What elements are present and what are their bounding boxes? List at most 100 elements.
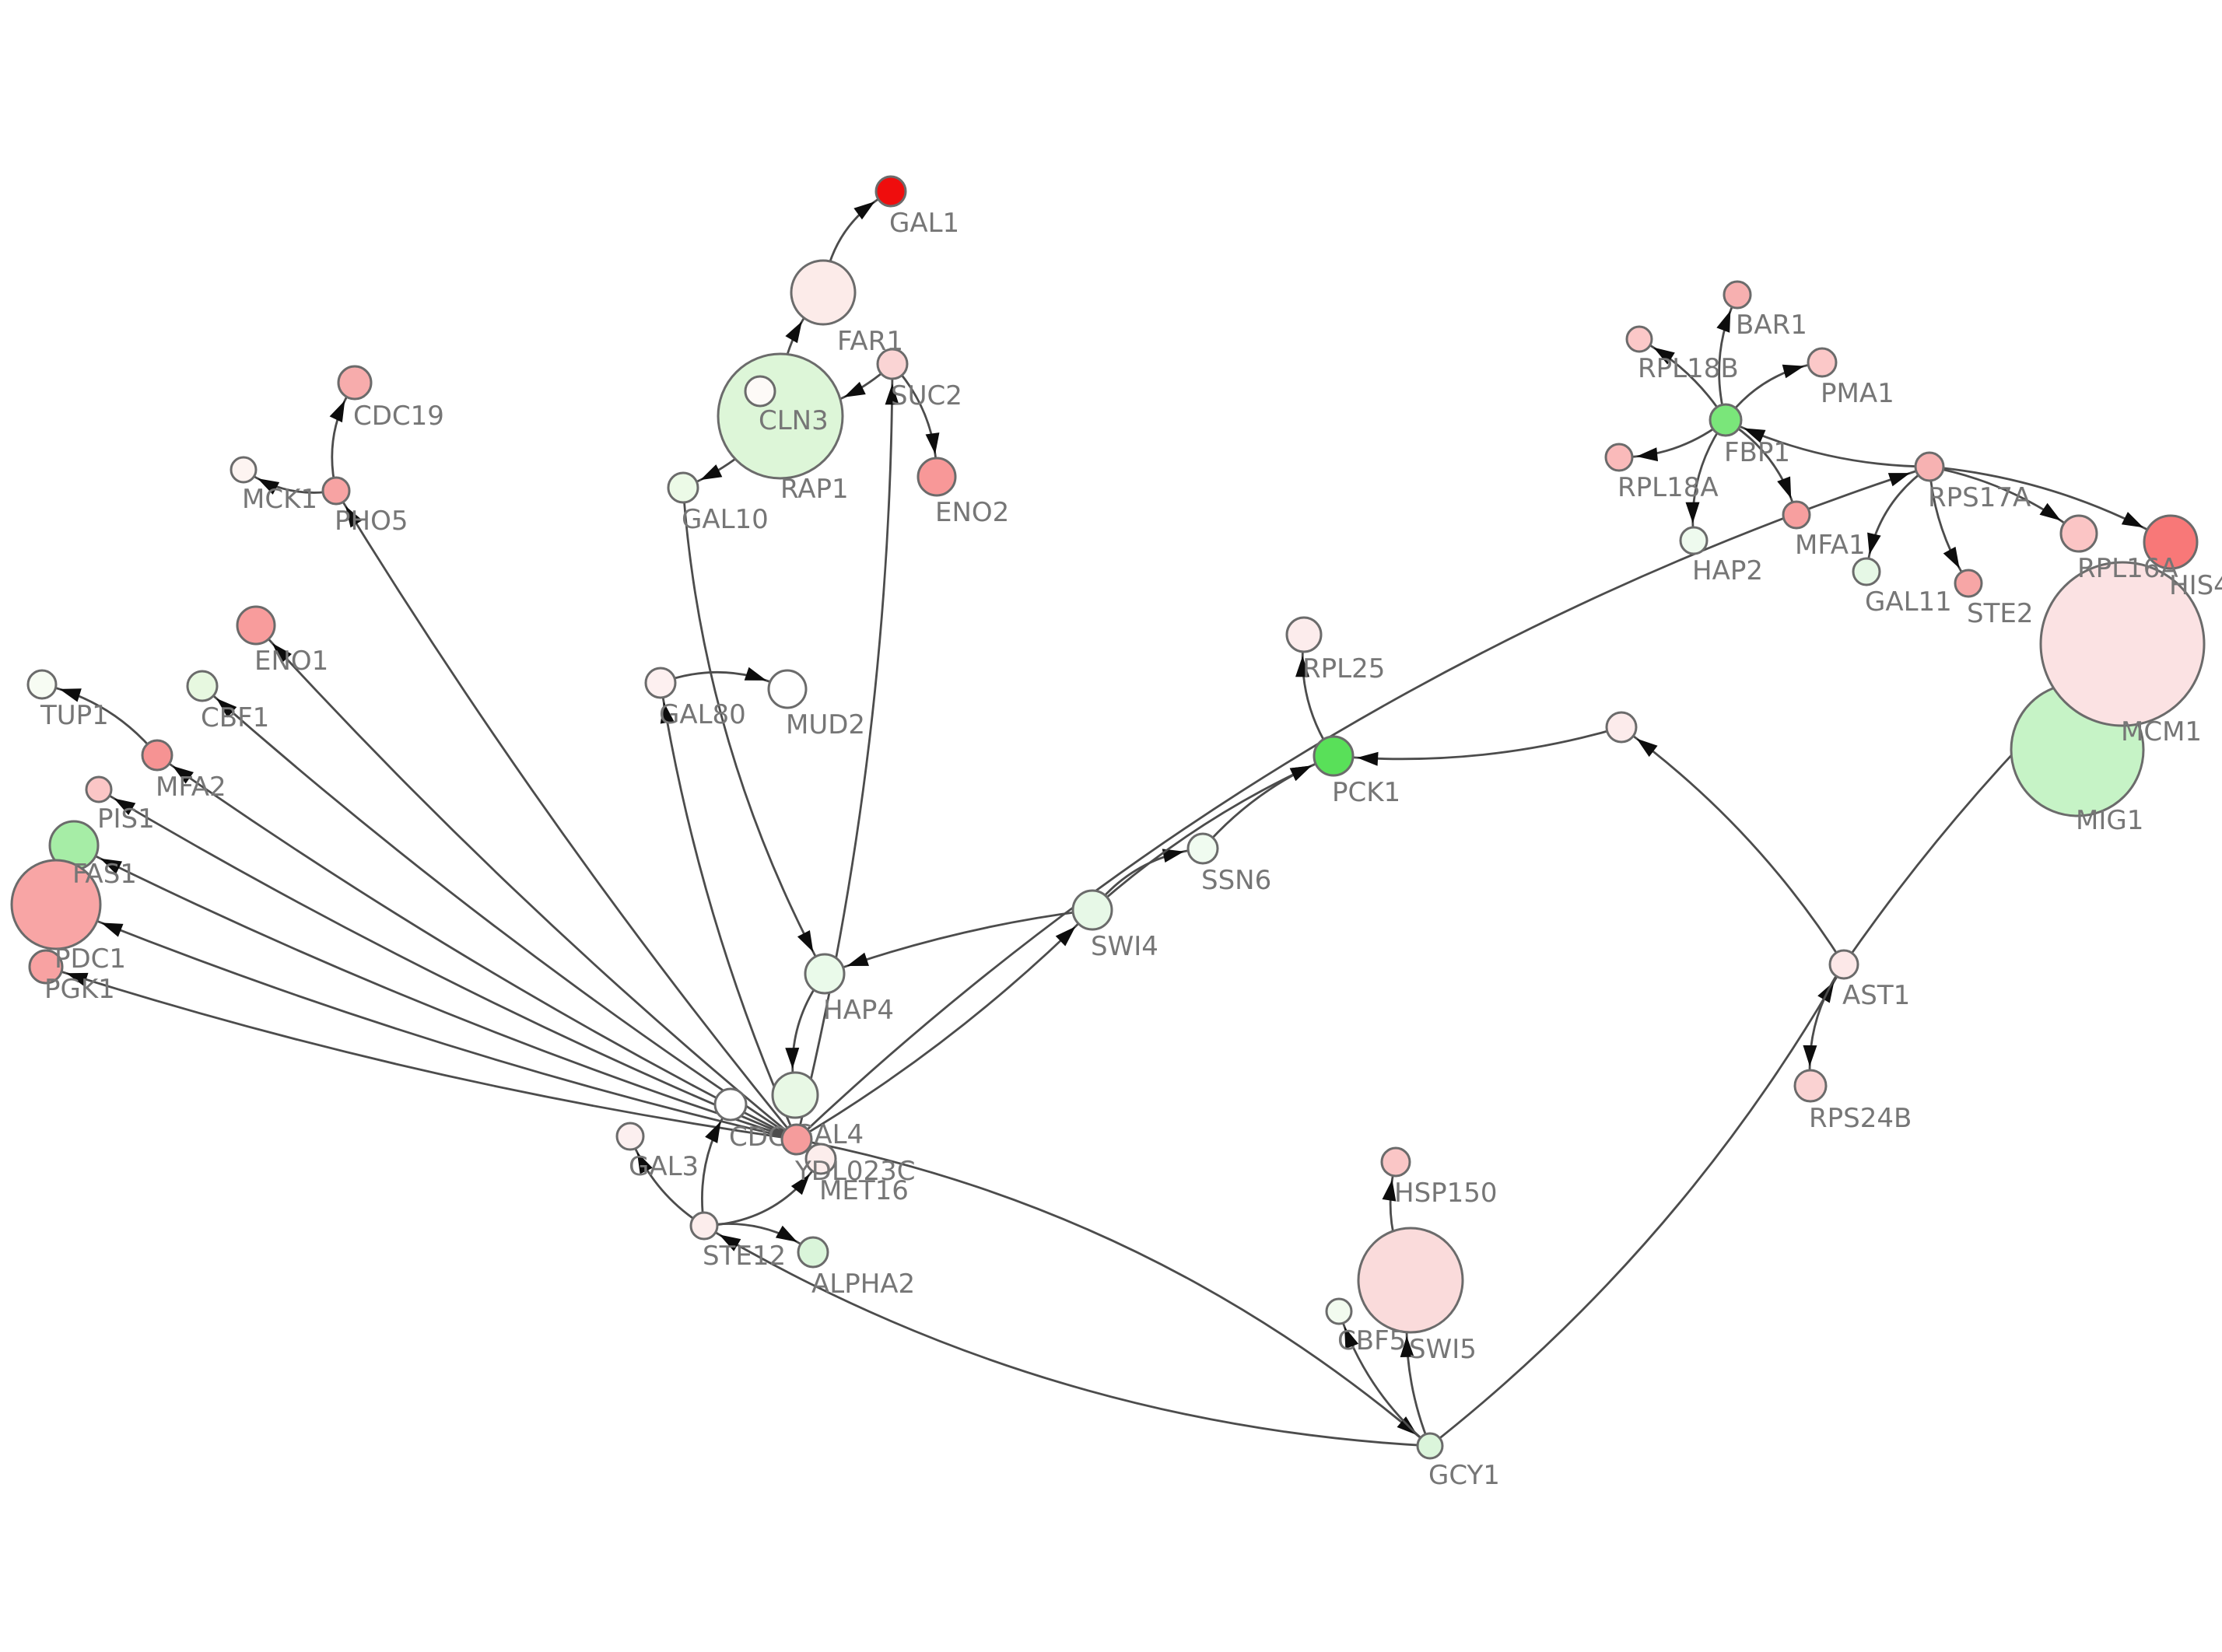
edge-ydl023c-pho5[interactable]: [335, 490, 798, 1140]
node-ydl023c[interactable]: [780, 1123, 813, 1156]
arrowhead-fbp1-bar1: [1716, 310, 1731, 333]
node-ast1[interactable]: [1828, 949, 1859, 980]
node-hsp150[interactable]: [1380, 1146, 1411, 1178]
node-fbp1[interactable]: [1709, 403, 1743, 437]
edge-ydl023c-pis1[interactable]: [98, 788, 797, 1141]
node-tup1[interactable]: [26, 669, 58, 700]
node-rps17a[interactable]: [1914, 451, 1945, 482]
edge-ydl023c-eno1[interactable]: [254, 625, 797, 1141]
node-pdc1[interactable]: [10, 859, 102, 950]
node-swi4[interactable]: [1071, 889, 1113, 931]
node-label-rpl18b: RPL18B: [1638, 353, 1739, 384]
node-ste12[interactable]: [689, 1211, 719, 1241]
edge-mfa2-tup1[interactable]: [41, 683, 159, 756]
edge-ydl023c-gal80[interactable]: [659, 682, 798, 1140]
node-rpl16a[interactable]: [2059, 514, 2098, 553]
edges-layer: [41, 190, 2171, 1447]
edge-ast1-rps24b[interactable]: [1808, 964, 1845, 1087]
node-node_a[interactable]: [744, 375, 776, 408]
node-label-ast1: AST1: [1842, 980, 1910, 1011]
edge-ast1-node_b[interactable]: [1621, 726, 1845, 965]
node-mck1[interactable]: [230, 456, 258, 484]
edge-gcy1-ste12[interactable]: [703, 1224, 1431, 1447]
node-rps24b[interactable]: [1793, 1069, 1828, 1103]
node-his4[interactable]: [2143, 514, 2199, 570]
node-swi5[interactable]: [1357, 1227, 1464, 1334]
node-gal1[interactable]: [874, 175, 907, 208]
node-bar1[interactable]: [1723, 280, 1752, 310]
node-gal3[interactable]: [615, 1122, 645, 1151]
node-mud2[interactable]: [767, 669, 808, 709]
node-gal11[interactable]: [1852, 557, 1881, 586]
node-rpl18b[interactable]: [1625, 325, 1653, 353]
arrowhead-rps17a-his4: [2121, 512, 2144, 528]
arrowhead-far1-gal1: [853, 201, 875, 220]
edge-gal10-hap4[interactable]: [682, 487, 826, 975]
arrowhead-rps17a-rpl16a: [2039, 502, 2061, 521]
node-label-swi5: SWI5: [1409, 1334, 1477, 1365]
node-label-far1: FAR1: [837, 326, 903, 357]
node-node_b[interactable]: [1605, 711, 1638, 744]
edge-ydl023c-pdc1[interactable]: [55, 903, 797, 1141]
arrowhead-ste12-alpha2: [775, 1225, 797, 1242]
node-label-cbf5: CBF5: [1337, 1325, 1406, 1356]
node-alpha2[interactable]: [797, 1236, 829, 1269]
node-label-suc2: SUC2: [891, 380, 962, 411]
node-eno2[interactable]: [916, 457, 957, 497]
node-cdc19[interactable]: [337, 365, 373, 401]
node-gal80[interactable]: [644, 667, 677, 699]
arrowhead-rps17a-fbp1: [1744, 428, 1766, 443]
node-rpl25[interactable]: [1285, 616, 1323, 653]
node-pck1[interactable]: [1313, 735, 1355, 777]
node-hap2[interactable]: [1679, 526, 1709, 555]
node-label-mfa2: MFA2: [156, 772, 226, 803]
node-label-gal10: GAL10: [682, 504, 769, 535]
node-label-pho5: PHO5: [335, 506, 408, 537]
node-cbf5[interactable]: [1325, 1297, 1353, 1325]
node-label-mck1: MCK1: [242, 484, 317, 515]
node-mcm1[interactable]: [2039, 561, 2206, 727]
node-suc2[interactable]: [876, 348, 909, 380]
node-pho5[interactable]: [321, 476, 351, 506]
node-pma1[interactable]: [1807, 347, 1838, 378]
node-far1[interactable]: [790, 259, 857, 326]
node-mfa2[interactable]: [141, 739, 173, 772]
edge-ydl023c-mfa2[interactable]: [156, 754, 797, 1141]
top-nodes-layer: [780, 1123, 813, 1156]
node-mfa1[interactable]: [1782, 500, 1811, 530]
node-pis1[interactable]: [85, 775, 113, 803]
node-label-mud2: MUD2: [786, 709, 865, 740]
node-label-pck1: PCK1: [1332, 777, 1400, 808]
node-ste2[interactable]: [1954, 569, 1983, 598]
node-rpl18a[interactable]: [1604, 443, 1634, 472]
node-cbf1[interactable]: [186, 670, 219, 702]
node-met16[interactable]: [804, 1143, 837, 1175]
node-label-rap1: RAP1: [780, 474, 849, 505]
node-ssn6[interactable]: [1186, 832, 1219, 865]
edge-ydl023c-gcy1[interactable]: [796, 1138, 1431, 1447]
node-eno1[interactable]: [236, 605, 276, 646]
arrowhead-rps17a-gal11: [1867, 532, 1881, 555]
node-hap4[interactable]: [804, 953, 846, 995]
node-label-pma1: PMA1: [1821, 378, 1894, 409]
edge-rps17a-gal11[interactable]: [1865, 465, 1930, 572]
arrowhead-pho5-mck1: [258, 478, 280, 495]
edge-ydl023c-swi4[interactable]: [796, 909, 1093, 1141]
node-gal4[interactable]: [771, 1071, 819, 1119]
node-gcy1[interactable]: [1416, 1432, 1444, 1460]
node-label-gal80: GAL80: [659, 699, 746, 730]
edge-ydl023c-pgk1[interactable]: [45, 965, 797, 1141]
node-pgk1[interactable]: [28, 949, 64, 985]
edge-ydl023c-suc2[interactable]: [795, 363, 894, 1140]
edge-fbp1-rpl18a[interactable]: [1618, 418, 1726, 459]
edge-rps17a-rpl16a[interactable]: [1929, 465, 2080, 535]
edge-gcy1-ast1[interactable]: [1429, 964, 1845, 1447]
arrowhead-ste12-gal3: [636, 1152, 653, 1174]
edge-fbp1-pma1[interactable]: [1724, 361, 1823, 421]
node-label-gal3: GAL3: [629, 1151, 699, 1182]
node-cdc6[interactable]: [713, 1087, 748, 1122]
edge-ydl023c-fas1[interactable]: [73, 844, 797, 1141]
node-gal10[interactable]: [667, 471, 699, 504]
edge-ydl023c-cbf1[interactable]: [202, 684, 797, 1141]
